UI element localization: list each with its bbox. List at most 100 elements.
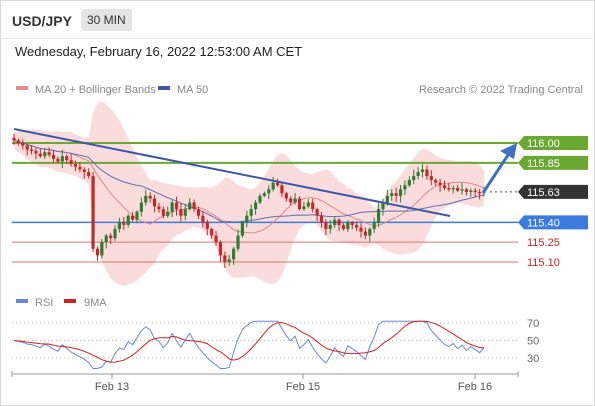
candle [293, 193, 297, 205]
rsi-tick-70: 70 [527, 318, 539, 330]
candle [236, 229, 240, 252]
candle [179, 202, 183, 222]
level-label-115.10: 115.10 [527, 257, 560, 269]
candle [240, 220, 245, 238]
candle [29, 145, 34, 155]
level-label-bg [518, 215, 588, 230]
candle [174, 196, 179, 216]
trend-line [13, 128, 451, 217]
candle [117, 217, 122, 233]
candle [403, 180, 407, 195]
candle [346, 220, 350, 232]
candle [87, 168, 91, 179]
candle [324, 219, 328, 236]
level-label-bg [518, 155, 588, 170]
candle [245, 210, 249, 228]
candle [214, 231, 218, 246]
x-axis-ticks: Feb 13 Feb 15 Feb 16 [11, 371, 519, 393]
candle [425, 165, 429, 180]
candle [144, 189, 148, 206]
candle [95, 246, 100, 261]
candle [223, 251, 227, 268]
candle [38, 148, 42, 158]
bollinger-band [14, 101, 484, 286]
candle [253, 199, 258, 215]
candle [166, 206, 170, 218]
chart-datetime: Wednesday, February 16, 2022 12:53:00 AM… [15, 44, 303, 59]
header-divider [0, 38, 593, 39]
candle [170, 199, 174, 218]
current-price-label: 115.63 [527, 187, 560, 199]
candle [407, 176, 411, 188]
candle [25, 143, 29, 156]
legend-rsi-swatch [16, 299, 28, 303]
candle [258, 193, 262, 205]
candle [210, 227, 214, 239]
candle [227, 254, 231, 266]
legend-9ma-swatch [64, 299, 76, 303]
candle [328, 219, 332, 234]
x-tick-Feb 15: Feb 15 [286, 381, 320, 393]
candle [73, 160, 78, 172]
candle [218, 240, 223, 262]
candle [205, 219, 209, 236]
candle [447, 183, 451, 192]
candle [100, 238, 104, 259]
candle [34, 148, 38, 160]
candle [311, 198, 315, 213]
candle [438, 178, 442, 192]
candle [113, 225, 117, 241]
candle [368, 226, 372, 242]
candle [420, 164, 425, 178]
candle [341, 223, 346, 231]
candle [47, 147, 51, 158]
legend-9ma: 9MA [84, 297, 107, 309]
rsi-9ma-line [13, 320, 485, 363]
candle [78, 161, 82, 173]
candle [442, 180, 447, 191]
candle [350, 220, 354, 230]
chart-header: USD/JPY 30 MIN [0, 0, 593, 38]
candle [456, 184, 460, 193]
candle [460, 182, 464, 195]
candle [359, 223, 363, 238]
candle [122, 216, 126, 230]
candle [302, 201, 306, 211]
candle [157, 202, 161, 213]
candle [196, 206, 201, 220]
candle [337, 217, 341, 231]
rsi-tick-30: 30 [527, 353, 539, 365]
legend-rsi: RSI [35, 297, 53, 309]
candle [91, 171, 95, 252]
current-price-label-bg [518, 184, 588, 199]
level-label-115.85: 115.85 [527, 158, 560, 170]
candle [412, 169, 416, 185]
candle [65, 154, 69, 164]
candle [152, 194, 157, 213]
candle [434, 178, 438, 186]
candle [51, 150, 56, 163]
candle [478, 188, 482, 200]
moving-averages [13, 139, 485, 234]
candle [192, 199, 196, 213]
candle [363, 227, 368, 240]
candle [271, 176, 275, 192]
candle [319, 212, 324, 228]
candle [126, 213, 130, 228]
timeframe-badge[interactable]: 30 MIN [81, 9, 132, 31]
candle [183, 203, 187, 221]
candle [394, 187, 398, 203]
ma50-line [13, 139, 485, 223]
candle [398, 185, 403, 203]
legend-ma50: MA 50 [177, 84, 208, 96]
candle [109, 232, 113, 245]
candle [130, 212, 135, 222]
candle [69, 153, 73, 167]
candle [306, 199, 310, 209]
candle [390, 189, 394, 201]
candle [161, 206, 165, 219]
candle [56, 156, 60, 164]
symbol-title: USD/JPY [12, 13, 72, 29]
candle [280, 182, 284, 198]
